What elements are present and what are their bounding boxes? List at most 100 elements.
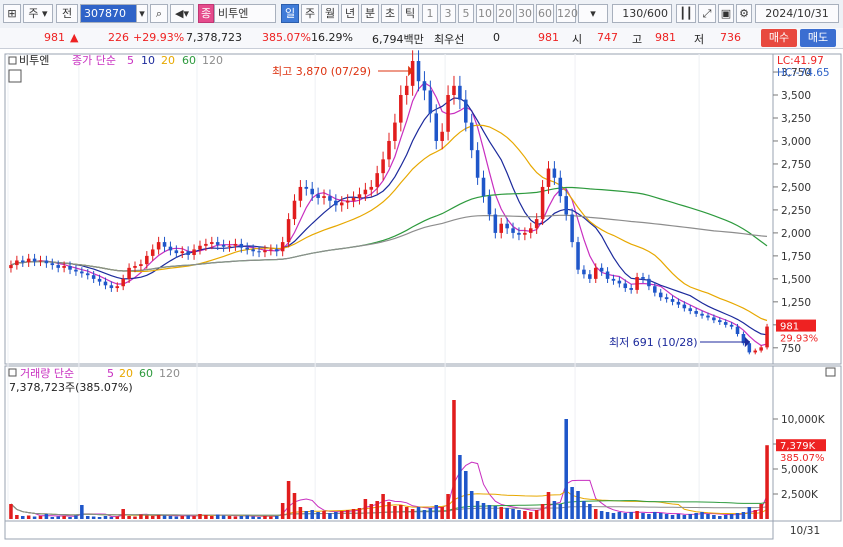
candle-body	[298, 186, 303, 201]
turnover-value: 16.29%	[311, 31, 353, 44]
search-icon[interactable]: ⌕	[150, 4, 168, 23]
num-120-button[interactable]: 120	[556, 4, 578, 23]
volume-bar	[233, 516, 238, 519]
current-price-rate: 29.93%	[780, 334, 818, 345]
volume-bar	[576, 491, 580, 519]
volume-bar	[670, 515, 675, 519]
price-tick-label: 2,750	[781, 159, 811, 171]
candle-body	[700, 313, 704, 316]
num-10-button[interactable]: 10	[476, 4, 494, 23]
volume-bar	[263, 516, 267, 519]
chart-area[interactable]: 3,750 3,500 3,250 3,000 2,750 2,500 2,250 2,000…	[0, 49, 843, 544]
period-day-button[interactable]: 일	[281, 4, 299, 23]
candle-body	[493, 214, 498, 233]
volume-bar	[747, 507, 752, 519]
num-30-button[interactable]: 30	[516, 4, 534, 23]
candle-body	[145, 255, 149, 265]
candle-body	[534, 219, 539, 229]
volume-bar	[127, 516, 131, 519]
num-5-button[interactable]: 5	[458, 4, 474, 23]
price-value: 981	[44, 31, 65, 44]
candle-body	[588, 274, 592, 279]
candle-body	[404, 85, 409, 96]
period-year-button[interactable]: 년	[341, 4, 359, 23]
period-second-button[interactable]: 초	[381, 4, 399, 23]
volume-bar	[416, 507, 421, 519]
last-value: 981	[538, 31, 559, 44]
candle-body	[215, 242, 220, 245]
candle-body	[582, 269, 586, 275]
candle-body	[20, 260, 25, 263]
amount-value: 6,794백만	[372, 33, 424, 46]
hc-label: HC:-74.65	[777, 67, 830, 79]
prev-select[interactable]: 전	[56, 4, 78, 23]
volume-bar	[759, 504, 763, 519]
candle-body	[245, 247, 250, 250]
code-input[interactable]: 307870	[80, 4, 146, 23]
custom-period-select[interactable]: ▾	[578, 4, 608, 23]
code-dropdown-icon[interactable]: ▾	[136, 4, 148, 23]
volume-panel-toggle-icon[interactable]	[8, 368, 17, 377]
period-month-button[interactable]: 월	[321, 4, 339, 23]
volume-bar	[741, 512, 746, 519]
num-60-button[interactable]: 60	[536, 4, 554, 23]
chart-svg[interactable]: 3,750 3,500 3,250 3,000 2,750 2,500 2,250 2,000…	[0, 49, 843, 544]
candle-body	[753, 350, 758, 353]
candle-body	[339, 202, 344, 206]
volume-bar	[221, 515, 226, 519]
buy-button[interactable]: 매수	[761, 29, 797, 47]
candle-body	[682, 304, 687, 309]
volume-bar	[410, 509, 415, 519]
lc-label: LC:41.97	[777, 55, 824, 67]
candle-body	[540, 186, 545, 220]
num-3-button[interactable]: 3	[440, 4, 456, 23]
candle-body	[718, 320, 722, 323]
volume-collapse-icon[interactable]	[825, 367, 836, 377]
count-input[interactable]: 130/600	[612, 4, 672, 23]
candle-body	[62, 265, 66, 268]
period-minute-button[interactable]: 분	[361, 4, 379, 23]
sell-button[interactable]: 매도	[800, 29, 836, 47]
candle-body	[274, 249, 279, 252]
legend-ma120: 120	[202, 54, 223, 67]
volume-bar	[322, 511, 326, 519]
high-value: 981	[655, 31, 676, 44]
volume-tick-label: 2,500K	[781, 489, 819, 501]
gear-icon[interactable]: ⚙	[736, 4, 752, 23]
volume-bar	[694, 513, 698, 519]
speaker-icon[interactable]: ◀▾	[170, 4, 194, 23]
legend-ma5: 5	[127, 54, 134, 67]
date-input[interactable]: 2024/10/31	[755, 4, 839, 23]
volume-bar	[546, 492, 551, 519]
ma-line-120	[10, 214, 768, 272]
legend-ma20: 20	[161, 54, 175, 67]
up-arrow-icon: ▲	[70, 31, 79, 44]
volume-bar	[723, 515, 728, 519]
candle-body	[387, 140, 391, 160]
candle-body	[210, 242, 214, 244]
volume-bar	[570, 487, 574, 519]
candle-body	[723, 322, 728, 325]
candle-icon[interactable]: ┃┃	[676, 4, 696, 23]
period-prefix-select[interactable]: 주 ▾	[23, 4, 53, 23]
period-tick-button[interactable]: 틱	[401, 4, 419, 23]
period-week-button[interactable]: 주	[301, 4, 319, 23]
chart-type-icon[interactable]: ⊞	[3, 4, 21, 23]
volume-bar	[44, 514, 49, 519]
save-icon[interactable]: ▣	[718, 4, 734, 23]
price-tick-label: 3,500	[781, 90, 811, 102]
panel-toggle-icon[interactable]	[8, 56, 17, 65]
grid-toggle-icon[interactable]	[8, 69, 22, 83]
volume-bar	[718, 516, 722, 519]
volume-bar	[15, 515, 19, 519]
num-1-button[interactable]: 1	[422, 4, 438, 23]
indicator-icon[interactable]: ⤢	[698, 4, 716, 23]
candle-body	[56, 265, 60, 268]
ma-line-20	[10, 124, 768, 322]
candle-body	[617, 280, 622, 284]
volume-bar	[647, 514, 651, 519]
num-20-button[interactable]: 20	[496, 4, 514, 23]
candle-body	[322, 196, 326, 198]
candle-body	[422, 81, 427, 91]
count-value: 130	[622, 7, 644, 20]
